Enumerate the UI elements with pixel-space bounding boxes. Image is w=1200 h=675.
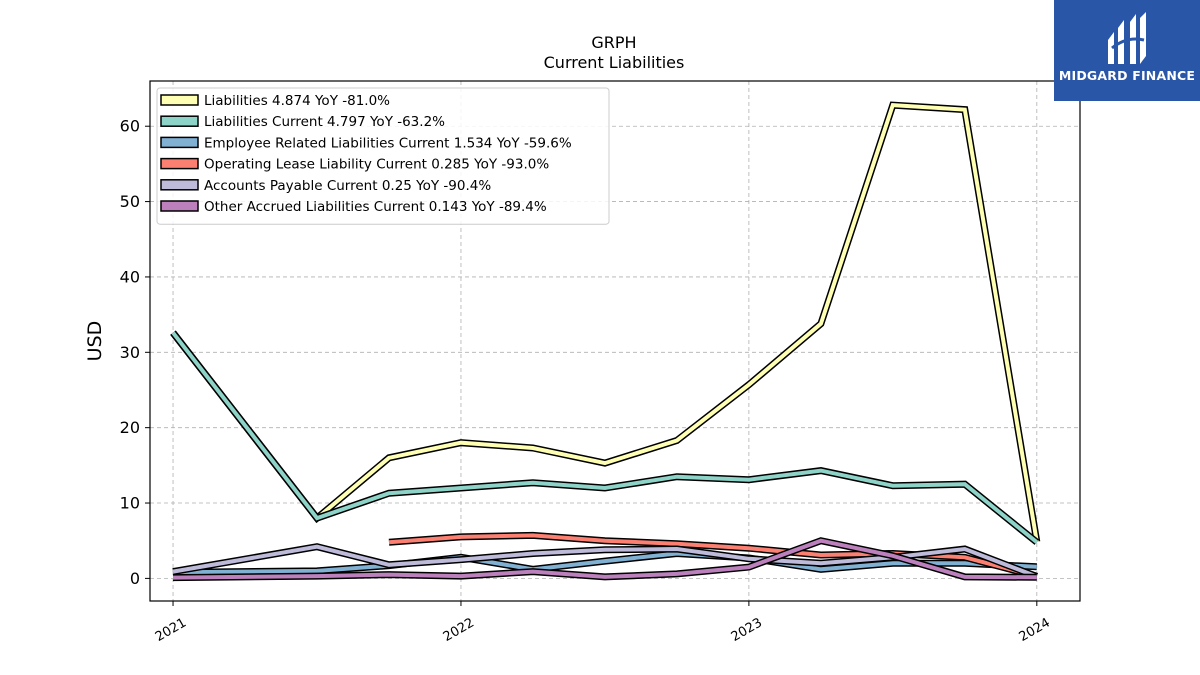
series-line (171, 331, 1039, 544)
legend-item: Liabilities 4.874 YoY -81.0% (160, 93, 390, 109)
legend-item: Accounts Payable Current 0.25 YoY -90.4% (160, 178, 491, 194)
brand-name: MIDGARD FINANCE (1058, 68, 1196, 83)
legend-swatch (160, 115, 199, 127)
legend-item: Employee Related Liabilities Current 1.5… (160, 135, 572, 151)
y-tick-label: 50 (120, 192, 140, 211)
x-tick-label: 2024 (1017, 615, 1053, 645)
x-tick-label: 2021 (153, 615, 189, 645)
legend-item: Operating Lease Liability Current 0.285 … (160, 157, 549, 173)
legend: Liabilities 4.874 YoY -81.0% Liabilities … (156, 87, 610, 225)
x-axis-ticks: 2021 2022 2023 2024 (153, 601, 1053, 645)
legend-label: Employee Related Liabilities Current 1.5… (204, 135, 572, 151)
legend-label: Operating Lease Liability Current 0.285 … (204, 157, 549, 173)
chart-title: GRPH (591, 33, 636, 52)
y-tick-label: 30 (120, 343, 140, 362)
legend-label: Other Accrued Liabilities Current 0.143 … (204, 199, 547, 215)
y-tick-label: 10 (120, 494, 140, 513)
x-tick-label: 2022 (441, 615, 477, 645)
legend-item: Other Accrued Liabilities Current 0.143 … (160, 199, 547, 215)
y-tick-label: 20 (120, 418, 140, 437)
legend-label: Accounts Payable Current 0.25 YoY -90.4% (204, 178, 491, 194)
series-line (172, 538, 1037, 580)
midgard-logo-icon (1108, 12, 1146, 64)
series-line-outline (170, 330, 1039, 545)
legend-label: Liabilities Current 4.797 YoY -63.2% (204, 114, 445, 130)
y-tick-label: 0 (130, 569, 140, 588)
legend-swatch (160, 200, 199, 212)
series-liabilities (170, 101, 1041, 543)
x-tick-label: 2023 (729, 615, 765, 645)
series-line (171, 103, 1039, 543)
legend-label: Liabilities 4.874 YoY -81.0% (204, 93, 390, 109)
series-employee-related-liabilities-current (172, 549, 1037, 576)
brand-logo: MIDGARD FINANCE (1054, 0, 1200, 101)
legend-swatch (160, 179, 199, 191)
legend-swatch (160, 136, 199, 149)
series-liabilities-current (170, 330, 1039, 545)
legend-item: Liabilities Current 4.797 YoY -63.2% (160, 114, 445, 130)
y-axis-label: USD (84, 321, 106, 362)
series-other-accrued-liabilities-current (172, 537, 1037, 582)
plot-frame (149, 80, 1081, 602)
series-lines (170, 101, 1041, 582)
legend-box (156, 87, 610, 225)
chart-subtitle: Current Liabilities (544, 53, 685, 72)
y-tick-label: 60 (120, 117, 140, 136)
legend-swatch (160, 94, 199, 106)
series-line (172, 551, 1037, 575)
y-axis-ticks: 0 10 20 30 40 50 60 (120, 117, 150, 588)
y-tick-label: 40 (120, 267, 140, 286)
legend-swatch (160, 157, 199, 170)
